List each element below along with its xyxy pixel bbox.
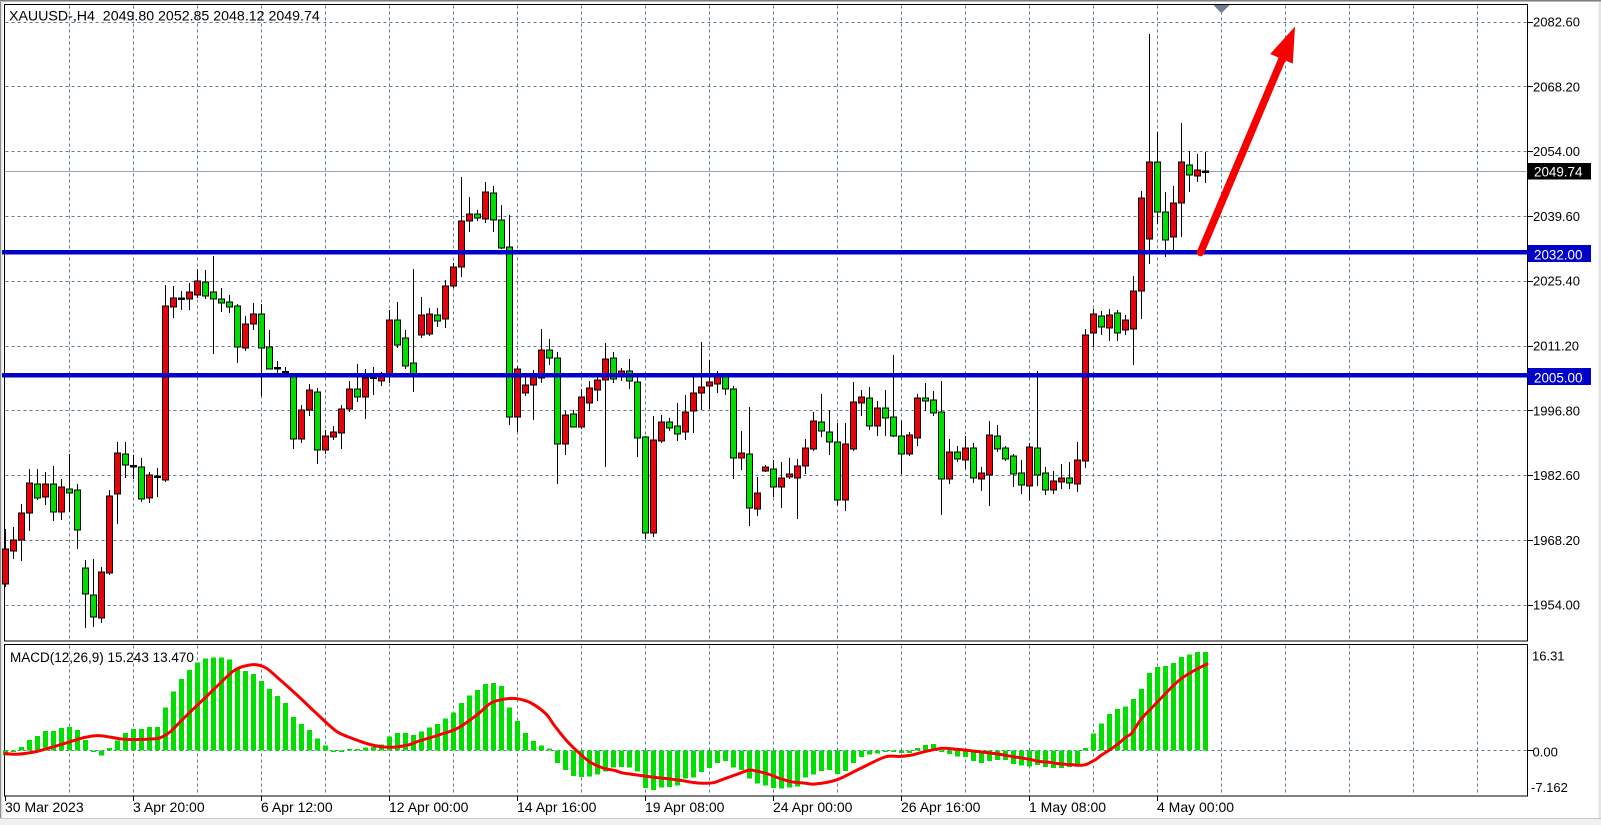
svg-text:2011.20: 2011.20: [1533, 339, 1579, 354]
svg-text:1 May 08:00: 1 May 08:00: [1029, 799, 1106, 815]
svg-text:0.00: 0.00: [1533, 745, 1558, 760]
svg-text:24 Apr 00:00: 24 Apr 00:00: [773, 799, 853, 815]
svg-text:14 Apr 16:00: 14 Apr 16:00: [517, 799, 597, 815]
svg-text:26 Apr 16:00: 26 Apr 16:00: [901, 799, 981, 815]
svg-text:16.31: 16.31: [1532, 649, 1565, 664]
svg-text:MACD(12,26,9) 15.243 13.470: MACD(12,26,9) 15.243 13.470: [10, 650, 194, 665]
svg-text:1996.80: 1996.80: [1533, 403, 1580, 418]
svg-text:2082.60: 2082.60: [1533, 15, 1580, 30]
svg-text:-7.162: -7.162: [1531, 780, 1568, 795]
svg-text:12 Apr 00:00: 12 Apr 00:00: [389, 799, 469, 815]
svg-text:XAUUSD-,H4 2049.80 2052.85 20: XAUUSD-,H4 2049.80 2052.85 2048.12 2049.…: [9, 9, 320, 25]
svg-text:2032.00: 2032.00: [1534, 248, 1582, 263]
svg-text:30 Mar 2023: 30 Mar 2023: [5, 799, 84, 815]
svg-text:1954.00: 1954.00: [1533, 598, 1580, 613]
svg-text:2005.00: 2005.00: [1534, 371, 1582, 386]
svg-text:6 Apr 12:00: 6 Apr 12:00: [261, 799, 333, 815]
svg-text:3 Apr 20:00: 3 Apr 20:00: [133, 799, 205, 815]
svg-text:2054.00: 2054.00: [1533, 144, 1580, 159]
svg-text:2049.74: 2049.74: [1534, 165, 1583, 180]
svg-text:19 Apr 08:00: 19 Apr 08:00: [645, 799, 725, 815]
svg-text:2068.20: 2068.20: [1533, 79, 1580, 94]
svg-text:2025.40: 2025.40: [1533, 274, 1580, 289]
svg-text:1968.20: 1968.20: [1533, 533, 1580, 548]
svg-text:4 May 00:00: 4 May 00:00: [1157, 799, 1234, 815]
svg-text:1982.60: 1982.60: [1533, 468, 1580, 483]
svg-text:2039.60: 2039.60: [1533, 209, 1580, 224]
